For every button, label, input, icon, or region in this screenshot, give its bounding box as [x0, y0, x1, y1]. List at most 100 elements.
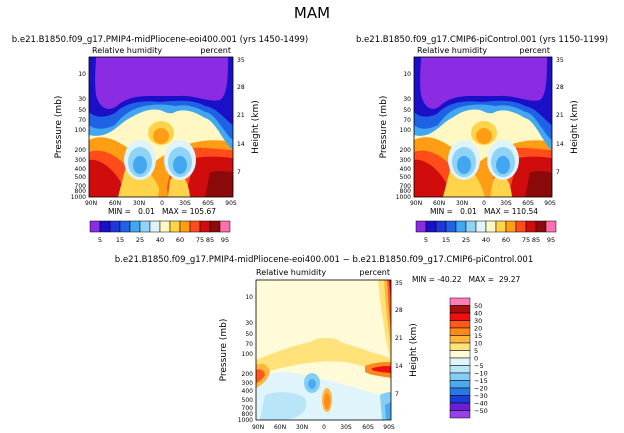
panel-2-y2label: Height (km): [570, 100, 580, 154]
x-tick: 60S: [362, 424, 374, 431]
panel-2-stats: MIN = 0.01 MAX = 110.54: [430, 207, 538, 216]
colorbar-label: 40: [482, 236, 490, 244]
y-tick: 200: [400, 147, 412, 154]
panel-2-field: [414, 57, 552, 197]
y-tick: 10: [403, 71, 411, 78]
colorbar-label: −10: [474, 370, 488, 378]
x-tick: 90N: [410, 200, 422, 207]
colorbar-label: 95: [221, 236, 229, 244]
colorbar-label: 15: [474, 332, 482, 340]
x-tick: 90N: [85, 200, 97, 207]
colorbar-label: 20: [474, 325, 482, 333]
colorbar-label: 40: [474, 310, 482, 318]
y-tick: 1000: [71, 194, 86, 201]
y-tick: 800: [400, 188, 412, 195]
y-tick: 800: [75, 188, 87, 195]
colorbar-label: 40: [156, 236, 164, 244]
y-tick: 300: [242, 380, 254, 387]
panel-3-y2label: Height (km): [409, 323, 419, 377]
y-tick: 70: [245, 341, 253, 348]
y-tick: 400: [242, 388, 254, 395]
panel-2-colorbar: 5 15 25 40 60 75 85 95: [415, 220, 557, 244]
panel-3-right-label: percent: [359, 268, 390, 277]
y-tick: 10: [78, 71, 86, 78]
y-tick: 1000: [238, 417, 253, 424]
colorbar-label: 75: [522, 236, 530, 244]
panel-3-colorbar: 50 40 30 20 15 10 5 0 −5 −10 −15 −20 −30…: [449, 297, 488, 419]
x-tick: 60N: [433, 200, 445, 207]
y2-tick: 14: [556, 141, 564, 148]
y-tick: 50: [403, 107, 411, 114]
y-tick: 200: [75, 147, 87, 154]
colorbar-label: −15: [474, 377, 488, 385]
y-tick: 500: [75, 174, 87, 181]
y-tick: 800: [242, 411, 254, 418]
y-tick: 1000: [396, 194, 411, 201]
y-tick: 500: [242, 397, 254, 404]
colorbar-label: 60: [176, 236, 184, 244]
colorbar-label: 10: [474, 340, 482, 348]
colorbar-label: −40: [474, 400, 488, 408]
y-tick: 100: [400, 127, 412, 134]
y2-tick: 7: [237, 169, 241, 176]
y-tick: 200: [242, 371, 254, 378]
y-tick: 300: [400, 157, 412, 164]
y-tick: 500: [400, 174, 412, 181]
panel-3-title: b.e21.B1850.f09_g17.PMIP4-midPliocene-eo…: [115, 255, 533, 265]
colorbar-label: 60: [502, 236, 510, 244]
x-tick: 30N: [296, 424, 308, 431]
colorbar-label: 75: [196, 236, 204, 244]
colorbar-label: 15: [442, 236, 450, 244]
panel-2-ylabel: Pressure (mb): [379, 96, 389, 159]
x-tick: 0: [160, 200, 164, 207]
panel-3-y2-ticks: 35 28 21 14 7: [395, 280, 403, 398]
y2-tick: 7: [556, 169, 560, 176]
panel-2: b.e21.B1850.f09_g17.CMIP6-piControl.001 …: [356, 35, 608, 244]
y-tick: 30: [245, 320, 253, 327]
colorbar-label: −5: [474, 362, 484, 370]
panel-2-left-label: Relative humidity: [417, 46, 487, 55]
colorbar-label: 5: [424, 236, 428, 244]
panel-3: b.e21.B1850.f09_g17.PMIP4-midPliocene-eo…: [115, 255, 533, 431]
x-tick: 30N: [133, 200, 145, 207]
y2-tick: 28: [395, 307, 403, 314]
y2-tick: 21: [556, 112, 564, 119]
x-tick: 30S: [340, 424, 352, 431]
colorbar-label: 5: [474, 347, 478, 355]
x-tick: 60N: [274, 424, 286, 431]
colorbar-label: −50: [474, 407, 488, 415]
colorbar-label: 5: [98, 236, 102, 244]
y-tick: 300: [75, 157, 87, 164]
y-tick: 30: [403, 96, 411, 103]
x-tick: 30N: [456, 200, 468, 207]
panel-2-x-ticks: 90N 60N 30N 0 30S 60S 90S: [410, 200, 556, 207]
colorbar-label: 25: [462, 236, 470, 244]
panel-2-y2-ticks: 35 28 21 14 7: [556, 57, 564, 176]
colorbar-label: 15: [116, 236, 124, 244]
panel-1-field: [89, 57, 233, 197]
colorbar-label: 0: [474, 355, 478, 363]
x-tick: 0: [322, 424, 326, 431]
colorbar-label: 85: [206, 236, 214, 244]
panel-1-ylabel: Pressure (mb): [54, 96, 64, 159]
y2-tick: 7: [395, 391, 399, 398]
panel-1-y2-ticks: 35 28 21 14 7: [237, 57, 245, 176]
figure-title: MAM: [294, 4, 330, 22]
panel-3-y-ticks: 10 30 50 70 100 200 300 400 500 700 800 …: [238, 294, 253, 424]
colorbar-label: −20: [474, 385, 488, 393]
y-tick: 70: [78, 117, 86, 124]
panel-3-ylabel: Pressure (mb): [219, 319, 229, 382]
y-tick: 400: [75, 166, 87, 173]
panel-1-right-label: percent: [200, 46, 231, 55]
y-tick: 100: [242, 351, 254, 358]
y2-tick: 28: [556, 84, 564, 91]
panel-2-y-ticks: 10 30 50 70 100 200 300 400 500 700 800 …: [396, 71, 411, 201]
panel-2-title: b.e21.B1850.f09_g17.CMIP6-piControl.001 …: [356, 35, 608, 45]
colorbar-label: 25: [136, 236, 144, 244]
colorbar-label: 30: [474, 317, 482, 325]
y2-tick: 35: [556, 57, 564, 64]
x-tick: 90S: [225, 200, 237, 207]
y2-tick: 35: [237, 57, 245, 64]
x-tick: 60S: [202, 200, 214, 207]
